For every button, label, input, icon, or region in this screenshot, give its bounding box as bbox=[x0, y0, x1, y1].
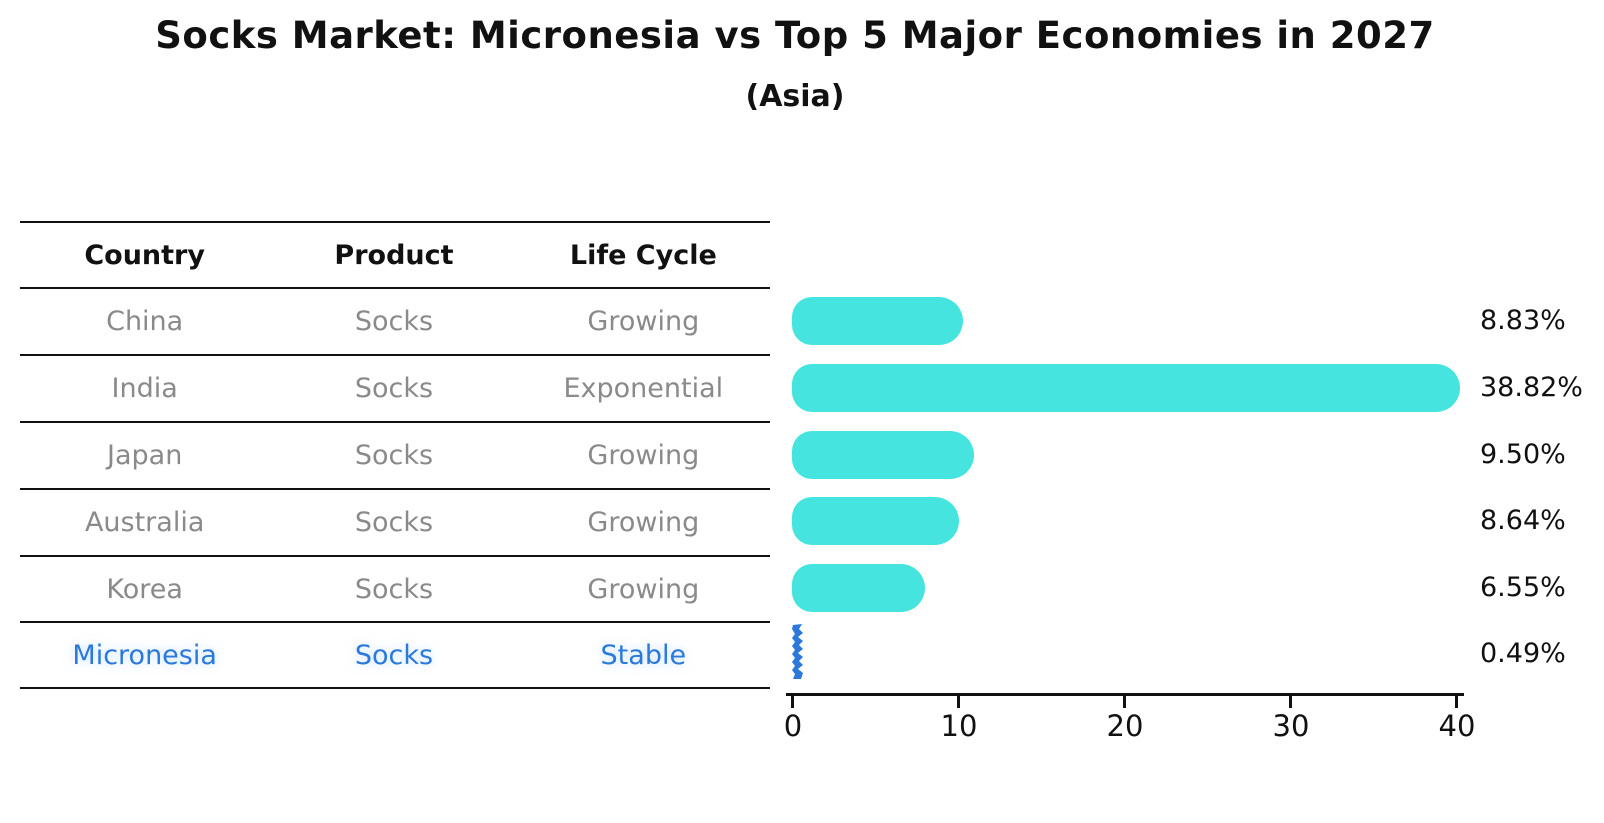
table-rule bbox=[20, 421, 770, 423]
table-rule bbox=[20, 488, 770, 490]
x-axis-tick-label: 20 bbox=[1106, 709, 1144, 743]
x-axis-tick bbox=[957, 696, 960, 708]
bar-japan bbox=[792, 431, 974, 479]
x-axis-tick bbox=[1455, 696, 1458, 708]
x-axis-tick bbox=[1289, 696, 1292, 708]
bar-australia bbox=[792, 497, 959, 545]
table-row-india: India Socks Exponential bbox=[20, 356, 768, 421]
table-rule bbox=[20, 221, 770, 223]
column-header-country: Country bbox=[84, 239, 205, 271]
column-header-life-cycle: Life Cycle bbox=[569, 239, 717, 271]
value-label-china: 8.83% bbox=[1480, 305, 1566, 336]
value-label-korea: 6.55% bbox=[1480, 572, 1566, 603]
value-label-india: 38.82% bbox=[1480, 372, 1583, 403]
table-rule bbox=[20, 555, 770, 557]
life-cycle-cell: Growing bbox=[587, 507, 700, 538]
value-label-australia: 8.64% bbox=[1480, 505, 1566, 536]
table-rule bbox=[20, 687, 770, 689]
life-cycle-cell: Growing bbox=[587, 573, 700, 605]
product-cell: Socks bbox=[354, 440, 434, 471]
product-cell: Socks bbox=[354, 507, 434, 538]
x-axis-tick bbox=[791, 696, 794, 708]
country-cell: Japan bbox=[107, 440, 183, 471]
table-row-china: China Socks Growing bbox=[20, 289, 768, 354]
value-label-japan: 9.50% bbox=[1480, 439, 1566, 470]
country-cell: Micronesia bbox=[72, 639, 217, 671]
column-header-product: Product bbox=[334, 239, 454, 271]
country-cell: India bbox=[111, 373, 178, 404]
table-row-australia: Australia Socks Growing bbox=[20, 490, 768, 555]
product-cell: Socks bbox=[354, 373, 434, 404]
country-cell: Australia bbox=[84, 507, 205, 538]
table-row-korea: Korea Socks Growing bbox=[20, 557, 768, 621]
product-cell: Socks bbox=[354, 306, 434, 337]
table-rule bbox=[20, 354, 770, 356]
country-cell: China bbox=[106, 306, 184, 337]
x-axis-tick-label: 10 bbox=[940, 709, 978, 743]
life-cycle-cell: Growing bbox=[587, 440, 700, 471]
bar-korea bbox=[792, 564, 925, 612]
life-cycle-cell: Stable bbox=[600, 639, 687, 671]
country-cell: Korea bbox=[106, 573, 183, 605]
x-axis-tick-label: 40 bbox=[1438, 709, 1476, 743]
table-rule bbox=[20, 287, 770, 289]
bar-india bbox=[792, 364, 1460, 412]
life-cycle-cell: Exponential bbox=[563, 373, 724, 404]
x-axis-tick-label: 0 bbox=[783, 709, 803, 743]
x-axis-spine bbox=[786, 693, 1464, 696]
product-cell: Socks bbox=[354, 639, 434, 671]
product-cell: Socks bbox=[354, 573, 434, 605]
chart-title: Socks Market: Micronesia vs Top 5 Major … bbox=[155, 14, 1435, 57]
bar-micronesia bbox=[792, 624, 803, 679]
value-label-micronesia: 0.49% bbox=[1480, 638, 1566, 669]
table-row-micronesia: Micronesia Socks Stable bbox=[20, 623, 768, 687]
table-header-row: Country Product Life Cycle bbox=[20, 223, 768, 287]
chart-subtitle: (Asia) bbox=[745, 79, 845, 114]
table-row-japan: Japan Socks Growing bbox=[20, 423, 768, 488]
bar-china bbox=[792, 297, 963, 345]
x-axis-tick-label: 30 bbox=[1272, 709, 1310, 743]
x-axis-tick bbox=[1123, 696, 1126, 708]
life-cycle-cell: Growing bbox=[587, 306, 700, 337]
table-rule bbox=[20, 621, 770, 623]
